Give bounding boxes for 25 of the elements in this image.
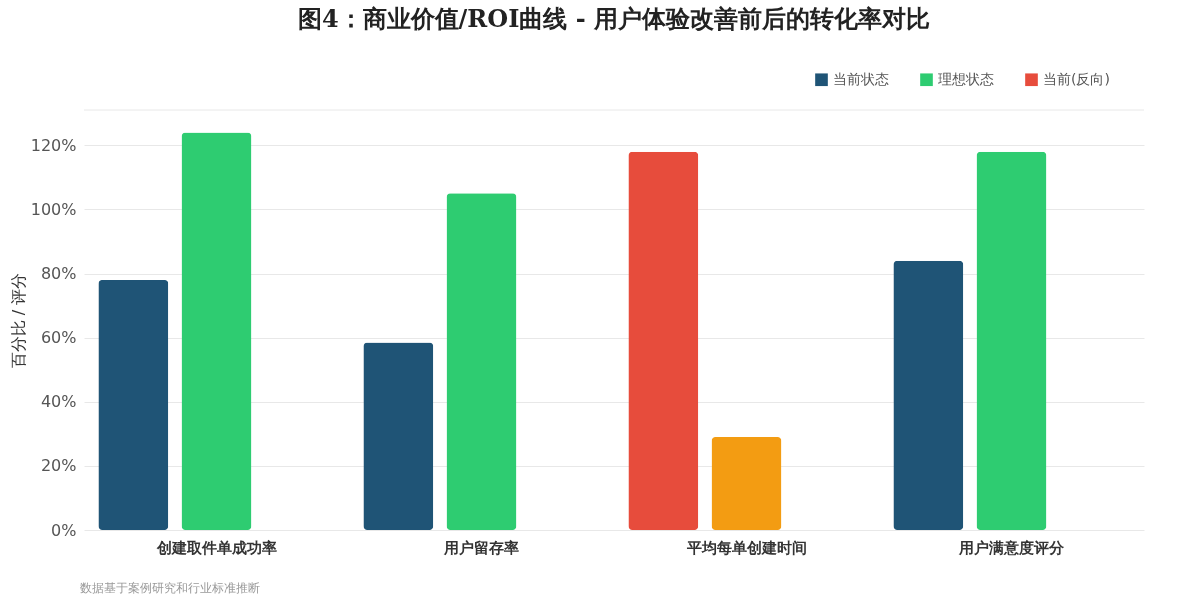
bar <box>363 342 434 530</box>
bar <box>893 260 964 530</box>
bar <box>98 279 169 530</box>
x-tick-label: 创建取件单成功率 <box>155 538 277 557</box>
x-tick-label: 用户满意度评分 <box>958 538 1065 557</box>
legend-label: 当前状态 <box>833 70 889 87</box>
y-tick-label: 100% <box>30 199 77 219</box>
y-tick-label: 20% <box>40 456 77 476</box>
x-tick-label: 用户留存率 <box>443 538 519 557</box>
x-tick-label: 平均每单创建时间 <box>685 538 807 557</box>
y-tick-label: 80% <box>40 264 77 284</box>
chart-title: 图4：商业价值/ROI曲线 - 用户体验改善前后的转化率对比 <box>297 4 931 33</box>
y-tick-label: 0% <box>51 520 77 540</box>
legend-label: 理想状态 <box>938 70 994 87</box>
bar <box>976 151 1047 530</box>
legend-label: 当前(反向) <box>1043 70 1110 87</box>
y-tick-label: 60% <box>40 328 77 348</box>
y-tick-label: 40% <box>40 392 77 412</box>
y-axis-title: 百分比 / 评分 <box>8 272 28 369</box>
bar <box>711 437 782 530</box>
bar <box>446 193 517 530</box>
text: 数据基于案例研究和行业标准推断 <box>80 580 260 597</box>
y-tick-label: 120% <box>30 135 77 155</box>
bar <box>628 151 699 530</box>
bar <box>181 132 252 530</box>
